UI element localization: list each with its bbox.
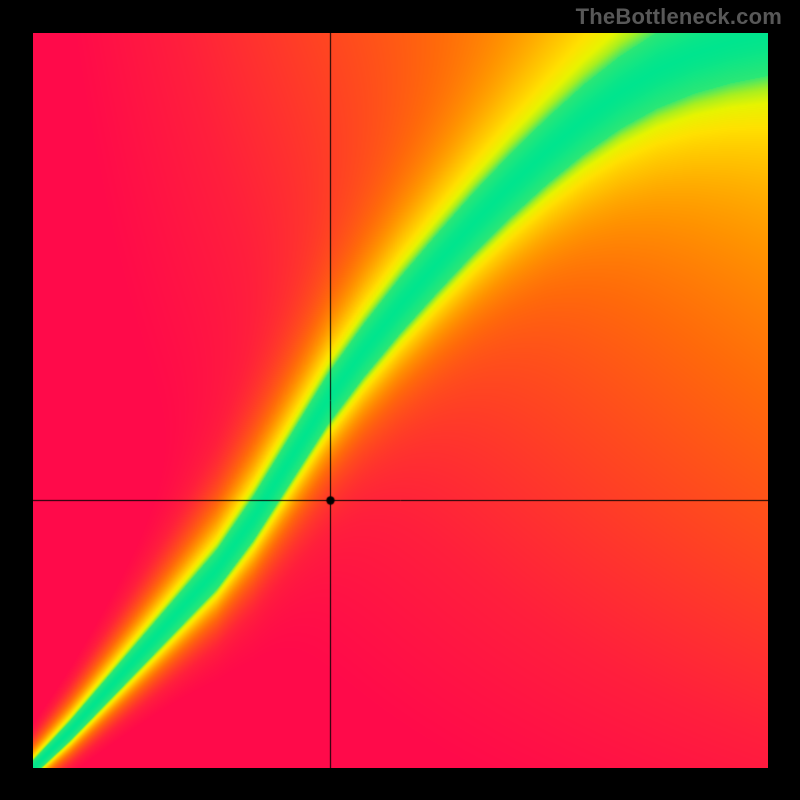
bottleneck-heatmap [33, 33, 768, 768]
chart-container: TheBottleneck.com [0, 0, 800, 800]
watermark-text: TheBottleneck.com [576, 4, 782, 30]
